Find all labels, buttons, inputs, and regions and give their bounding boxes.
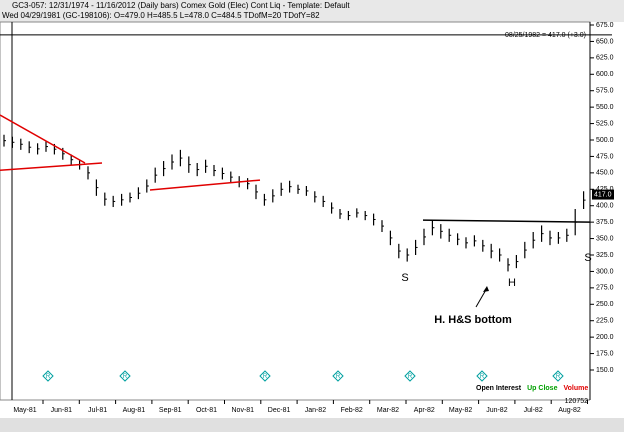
volume-readout: 120752 [565,398,588,405]
y-tick-label: 450.0 [596,170,614,177]
y-tick-label: 350.0 [596,235,614,242]
x-tick-label: Nov-81 [232,407,255,414]
r-marker-label: R [556,374,561,380]
x-tick-label: Sep-81 [159,407,182,414]
header-line1: GC3-057: 12/31/1974 - 11/16/2012 (Daily … [12,1,350,10]
y-tick-label: 650.0 [596,38,614,45]
y-tick-label: 250.0 [596,301,614,308]
annotation: S [584,252,591,264]
y-tick-label: 600.0 [596,71,614,78]
scrollbar[interactable] [0,418,624,432]
trend-line [0,162,103,171]
x-tick-label: Oct-81 [196,407,217,414]
y-tick-label: 275.0 [596,285,614,292]
legend-entry: Volume [563,385,588,392]
r-marker-label: R [408,374,413,380]
y-tick-label: 150.0 [596,367,614,374]
last-price-label: 417.0 [594,191,612,198]
r-marker [259,370,271,382]
x-tick-label: Dec-81 [268,407,291,414]
r-marker-label: R [46,374,51,380]
x-tick-label: Aug-81 [123,407,146,414]
r-marker [552,370,564,382]
r-marker [404,370,416,382]
header-line2: Wed 04/29/1981 (GC-198106): O=479.0 H=48… [2,11,320,20]
r-marker-label: R [480,374,485,380]
r-marker [42,370,54,382]
y-tick-label: 475.0 [596,153,614,160]
last-price-box [592,189,614,200]
y-tick-label: 675.0 [596,22,614,29]
header-bar [0,0,624,22]
r-marker-label: R [336,374,341,380]
y-tick-label: 575.0 [596,88,614,95]
arrow-head [483,286,489,292]
x-tick-label: May-82 [449,407,472,414]
y-tick-label: 375.0 [596,219,614,226]
y-tick-label: 200.0 [596,334,614,341]
r-marker [476,370,488,382]
x-tick-label: Mar-82 [377,407,399,414]
x-tick-label: Apr-82 [414,407,435,414]
axis-area [590,22,624,432]
x-tick-label: Feb-82 [341,407,363,414]
r-marker [119,370,131,382]
legend-entry: Open Interest [476,385,522,392]
r-marker [332,370,344,382]
x-tick-label: Aug-82 [558,407,581,414]
plot-area [0,21,591,401]
y-tick-label: 300.0 [596,268,614,275]
y-tick-label: 225.0 [596,318,614,325]
r-marker-label: R [263,374,268,380]
trend-line [422,219,591,223]
x-tick-label: Jul-81 [88,407,107,414]
annotation: H [508,277,516,289]
y-tick-label: 400.0 [596,203,614,210]
y-tick-label: 625.0 [596,55,614,62]
y-tick-label: 175.0 [596,350,614,357]
y-tick-label: 325.0 [596,252,614,259]
x-tick-label: Jan-82 [305,407,327,414]
r-marker-label: R [123,374,128,380]
trend-line [149,179,261,191]
y-tick-label: 500.0 [596,137,614,144]
y-tick-label: 525.0 [596,120,614,127]
x-tick-label: Jun-81 [51,407,73,414]
legend-entry: Up Close [527,385,557,392]
trend-line [0,114,86,164]
y-tick-label: 550.0 [596,104,614,111]
x-tick-label: Jun-82 [486,407,508,414]
annotation: H. H&S bottom [434,314,512,326]
x-tick-label: May-81 [13,407,36,414]
x-tick-label: Jul-82 [524,407,543,414]
annotation: S [401,272,408,284]
